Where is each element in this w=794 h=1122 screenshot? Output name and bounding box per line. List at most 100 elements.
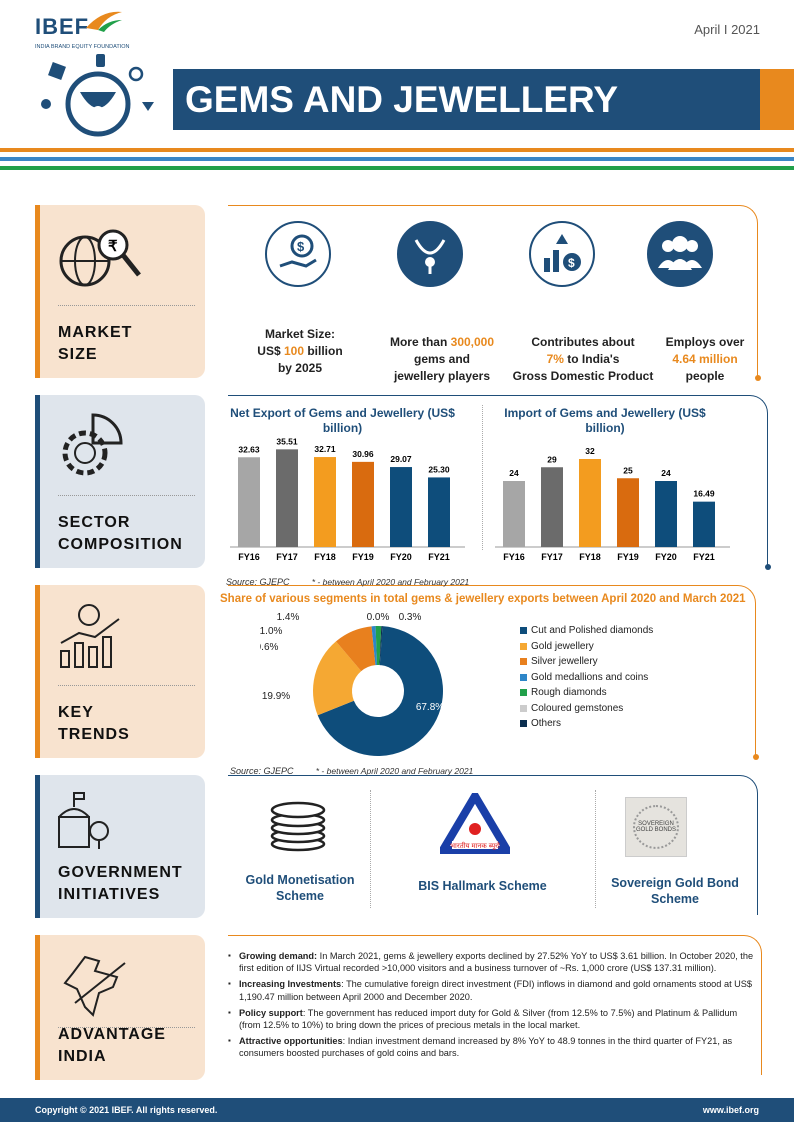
people-icon bbox=[647, 221, 713, 287]
advantage-list: Growing demand: In March 2021, gems & je… bbox=[228, 950, 758, 1064]
legend-item: Silver jewellery bbox=[520, 656, 653, 667]
data-label: 35.51 bbox=[276, 436, 298, 446]
market-size-stat: Market Size: US$ 100 billion by 2025 bbox=[257, 327, 343, 375]
jewellery-emblem-icon bbox=[41, 54, 154, 137]
slice-label: 19.9% bbox=[262, 691, 290, 702]
sovereign-gold-bond-label: Sovereign Gold Bond Scheme bbox=[611, 876, 739, 906]
connector-dot bbox=[765, 564, 771, 570]
data-label: 25.30 bbox=[428, 464, 450, 474]
data-label: 29 bbox=[547, 454, 557, 464]
employment-stat: Employs over 4.64 million people bbox=[665, 335, 745, 383]
section-label: SECTOR COMPOSITION bbox=[58, 514, 183, 553]
legend-swatch bbox=[520, 704, 527, 712]
bar-FY16 bbox=[503, 481, 525, 547]
slice-label: 1.4% bbox=[277, 612, 300, 623]
slice-label: 0.0% bbox=[367, 612, 390, 623]
legend-item: Others bbox=[520, 718, 653, 729]
bar-FY17 bbox=[541, 467, 563, 547]
gold-coins-icon bbox=[270, 801, 326, 852]
import-chart-title: Import of Gems and Jewellery (US$ billio… bbox=[504, 406, 706, 435]
issue-date: April I 2021 bbox=[694, 22, 760, 37]
section-label: ADVANTAGE INDIA bbox=[58, 1026, 166, 1065]
x-tick-label: FY17 bbox=[541, 552, 563, 562]
legend-label: Silver jewellery bbox=[531, 656, 598, 667]
bar-FY20 bbox=[655, 481, 677, 547]
slice-label: 0.3% bbox=[399, 612, 422, 623]
legend-swatch bbox=[520, 658, 527, 665]
legend-swatch bbox=[520, 627, 527, 634]
legend-label: Gold jewellery bbox=[531, 640, 594, 652]
legend-swatch bbox=[520, 642, 527, 650]
advantage-item: Policy support: The government has reduc… bbox=[228, 1007, 758, 1031]
trends-source: Source: GJEPC * - between April 2020 and… bbox=[230, 766, 474, 776]
legend-item: Gold jewellery bbox=[520, 641, 653, 652]
bar-FY19 bbox=[352, 461, 374, 547]
slice-rough-diamonds bbox=[375, 626, 382, 666]
bis-hallmark-label: BIS Hallmark Scheme bbox=[418, 879, 547, 893]
x-tick-label: FY19 bbox=[617, 552, 639, 562]
section-advantage-india: ADVANTAGE INDIA bbox=[35, 935, 205, 1080]
advantage-item: Attractive opportunities: Indian investm… bbox=[228, 1035, 758, 1059]
legend-item: Cut and Polished diamonds bbox=[520, 625, 653, 636]
connector-gov bbox=[228, 775, 758, 915]
legend-label: Rough diamonds bbox=[531, 687, 607, 698]
divider bbox=[370, 790, 371, 908]
x-tick-label: FY21 bbox=[428, 552, 450, 562]
stripe-orange bbox=[0, 148, 794, 152]
bar-FY21 bbox=[428, 477, 450, 547]
slice-cut-and-polished-diamonds bbox=[317, 626, 443, 756]
bar-FY16 bbox=[238, 457, 260, 547]
data-label: 24 bbox=[661, 468, 671, 478]
x-tick-label: FY18 bbox=[314, 552, 336, 562]
data-label: 29.07 bbox=[390, 454, 412, 464]
section-sector-composition: SECTOR COMPOSITION bbox=[35, 395, 205, 568]
necklace-icon bbox=[397, 221, 463, 287]
bar-FY21 bbox=[693, 501, 715, 547]
chart-divider bbox=[482, 405, 483, 550]
connector-adv bbox=[228, 935, 762, 1075]
segment-donut-chart: 67.8% 19.9% 9.6% 1.0% 1.4% 0.0% 0.3% bbox=[260, 612, 444, 756]
legend-label: Cut and Polished diamonds bbox=[531, 625, 654, 636]
growth-chart-icon bbox=[60, 604, 120, 668]
government-building-icon bbox=[58, 792, 109, 849]
bar-FY18 bbox=[579, 459, 601, 547]
svg-text:भारतीय मानक ब्यूरो: भारतीय मानक ब्यूरो bbox=[450, 841, 500, 850]
data-label: 16.49 bbox=[693, 489, 715, 499]
advantage-item: Growing demand: In March 2021, gems & je… bbox=[228, 950, 758, 974]
legend-item: Coloured gemstones bbox=[520, 703, 653, 714]
bis-hallmark-logo: भारतीय मानक ब्यूरो bbox=[440, 793, 510, 854]
page-title: GEMS AND JEWELLERY bbox=[173, 69, 760, 130]
data-label: 32.63 bbox=[238, 444, 260, 454]
legend-label: Gold medallions and coins bbox=[531, 671, 649, 683]
legend-swatch bbox=[520, 689, 527, 696]
x-tick-label: FY16 bbox=[503, 552, 525, 562]
legend-label: Coloured gemstones bbox=[531, 702, 624, 714]
connector-trends bbox=[228, 585, 756, 757]
export-chart-title: Net Export of Gems and Jewellery (US$ bi… bbox=[230, 406, 455, 435]
advantage-item: Increasing Investments: The cumulative f… bbox=[228, 978, 758, 1002]
legend-item: Gold medallions and coins bbox=[520, 672, 653, 683]
divider bbox=[595, 790, 596, 908]
bar-FY20 bbox=[390, 467, 412, 547]
ibef-logo: IBEF bbox=[35, 14, 90, 39]
export-bar-chart: 32.63 FY16 35.51 FY17 32.71 FY18 30.96 FY19 29.0… bbox=[230, 436, 465, 562]
legend-swatch bbox=[520, 720, 527, 727]
svg-text:$: $ bbox=[568, 256, 575, 270]
donut-legend: Cut and Polished diamonds Gold jewellery S… bbox=[520, 625, 653, 734]
globe-magnifier-icon: ₹ bbox=[59, 229, 141, 287]
logo-subtitle: INDIA BRAND EQUITY FOUNDATION bbox=[35, 44, 130, 50]
website-link[interactable]: www.ibef.org bbox=[702, 1105, 759, 1115]
title-accent bbox=[760, 69, 794, 130]
data-label: 25 bbox=[623, 465, 633, 475]
connector-sector bbox=[228, 395, 768, 567]
section-label: MARKET SIZE bbox=[58, 324, 133, 363]
data-label: 32 bbox=[585, 446, 595, 456]
gdp-growth-icon: $ bbox=[529, 221, 595, 287]
section-label: GOVERNMENT INITIATIVES bbox=[58, 864, 183, 903]
bar-FY19 bbox=[617, 478, 639, 547]
slice-label: 1.0% bbox=[260, 626, 283, 637]
donut-chart-title: Share of various segments in total gems … bbox=[220, 593, 746, 605]
bar-FY18 bbox=[314, 457, 336, 547]
section-government-initiatives: GOVERNMENT INITIATIVES bbox=[35, 775, 205, 918]
sovereign-gold-bond-logo: SOVEREIGN GOLD BONDS bbox=[625, 797, 687, 857]
